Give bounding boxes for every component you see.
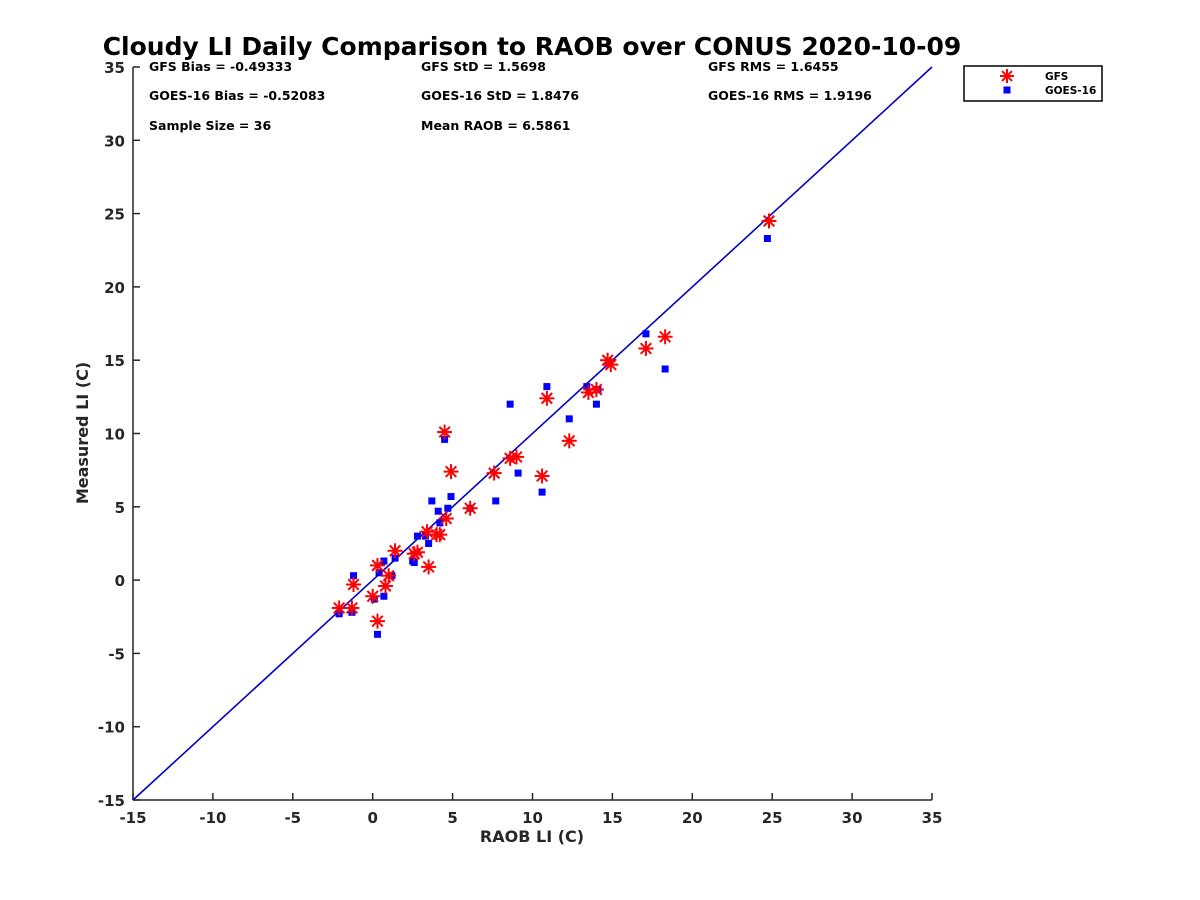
goes16-point: [538, 488, 546, 496]
x-tick-label: 30: [842, 809, 863, 827]
series-gfs: [331, 213, 777, 629]
gfs-point: [761, 213, 777, 229]
y-tick-label: 25: [104, 206, 125, 224]
goes16-point: [444, 504, 452, 512]
data-points: [331, 213, 777, 638]
gfs-point: [365, 588, 381, 604]
goes16-point: [583, 383, 591, 391]
stat-annotation: GFS StD = 1.5698: [421, 59, 546, 74]
gfs-point: [421, 559, 437, 575]
x-tick-label: -15: [119, 809, 146, 827]
stat-annotation: Mean RAOB = 6.5861: [421, 118, 570, 133]
goes16-point: [428, 497, 436, 505]
gfs-point: [432, 527, 448, 543]
gfs-point: [443, 464, 459, 480]
goes16-point: [592, 400, 600, 408]
goes16-point: [434, 507, 442, 515]
stat-annotation: GOES-16 Bias = -0.52083: [149, 88, 325, 103]
stat-annotation: GOES-16 StD = 1.8476: [421, 88, 579, 103]
stat-annotation: GFS Bias = -0.49333: [149, 59, 292, 74]
goes16-point: [642, 330, 650, 338]
goes16-point: [514, 469, 522, 477]
legend-label: GOES-16: [1045, 85, 1096, 97]
gfs-point: [369, 613, 385, 629]
series-goes-16: [335, 235, 771, 638]
goes16-point: [763, 235, 771, 243]
gfs-point: [539, 390, 555, 406]
y-tick-label: -5: [108, 645, 125, 663]
goes16-point: [380, 592, 388, 600]
goes16-point: [413, 532, 421, 540]
gfs-point: [603, 357, 619, 373]
x-tick-label: 20: [682, 809, 703, 827]
gfs-point: [509, 449, 525, 465]
goes16-point: [373, 630, 381, 638]
stat-annotation: GOES-16 RMS = 1.9196: [708, 88, 872, 103]
reference-line-group: [132, 66, 933, 801]
gfs-point: [437, 424, 453, 440]
y-tick-label: 15: [104, 352, 125, 370]
y-tick-label: -15: [98, 792, 125, 810]
stat-annotation: GFS RMS = 1.6455: [708, 59, 839, 74]
y-tick-label: 35: [104, 59, 125, 77]
gfs-point: [346, 576, 362, 592]
y-axis-label: Measured LI (C): [73, 362, 92, 504]
legend-gfs-marker: [1000, 69, 1014, 83]
goes16-point: [380, 557, 388, 565]
gfs-point: [387, 543, 403, 559]
chart-title: Cloudy LI Daily Comparison to RAOB over …: [103, 32, 962, 61]
x-tick-label: 25: [762, 809, 783, 827]
y-tick-label: 0: [115, 572, 125, 590]
goes16-point: [410, 559, 418, 567]
goes16-point: [565, 415, 573, 423]
x-axis-label: RAOB LI (C): [480, 827, 584, 846]
legend: GFS GOES-16: [963, 65, 1103, 102]
x-tick-label: 35: [922, 809, 943, 827]
x-tick-label: 10: [522, 809, 543, 827]
legend-goes16-marker: [1003, 86, 1011, 94]
x-tick-label: 15: [602, 809, 623, 827]
gfs-point: [344, 600, 360, 616]
y-tick-label: 30: [104, 132, 125, 150]
gfs-point: [462, 500, 478, 516]
x-tick-label: -10: [199, 809, 226, 827]
y-tick-label: 20: [104, 279, 125, 297]
y-tick-label: 5: [115, 499, 125, 517]
gfs-point: [438, 511, 454, 527]
goes16-point: [543, 383, 551, 391]
y-tick-label: -10: [98, 719, 125, 737]
gfs-point: [638, 340, 654, 356]
y-tick-label: 10: [104, 426, 125, 444]
gfs-point: [331, 600, 347, 616]
goes16-point: [421, 532, 429, 540]
legend-label: GFS: [1045, 71, 1068, 83]
goes16-point: [661, 365, 669, 373]
goes16-point: [375, 569, 383, 577]
axis-ticks: -15 -10 -5 0 5 10 15 20 25 30 35 -15 -10 -5 0 5 10 15 20 25…: [98, 59, 943, 827]
gfs-point: [377, 578, 393, 594]
stats-annotations: GFS Bias = -0.49333 GFS StD = 1.5698 GFS R…: [149, 59, 872, 133]
gfs-point: [381, 568, 397, 584]
gfs-point: [409, 544, 425, 560]
x-tick-label: 0: [367, 809, 377, 827]
x-tick-label: -5: [284, 809, 301, 827]
goes16-point: [492, 497, 500, 505]
gfs-point: [657, 329, 673, 345]
gfs-point: [369, 557, 385, 573]
legend-box: [963, 65, 1103, 102]
gfs-point: [588, 382, 604, 398]
x-tick-label: 5: [447, 809, 457, 827]
goes16-point: [350, 572, 358, 580]
stat-annotation: Sample Size = 36: [149, 118, 271, 133]
goes16-point: [506, 400, 514, 408]
gfs-point: [534, 468, 550, 484]
gfs-point: [486, 465, 502, 481]
gfs-point: [561, 433, 577, 449]
goes16-point: [447, 493, 455, 501]
goes16-point: [436, 519, 444, 527]
goes16-point: [425, 539, 433, 547]
one-to-one-line: [132, 66, 933, 801]
